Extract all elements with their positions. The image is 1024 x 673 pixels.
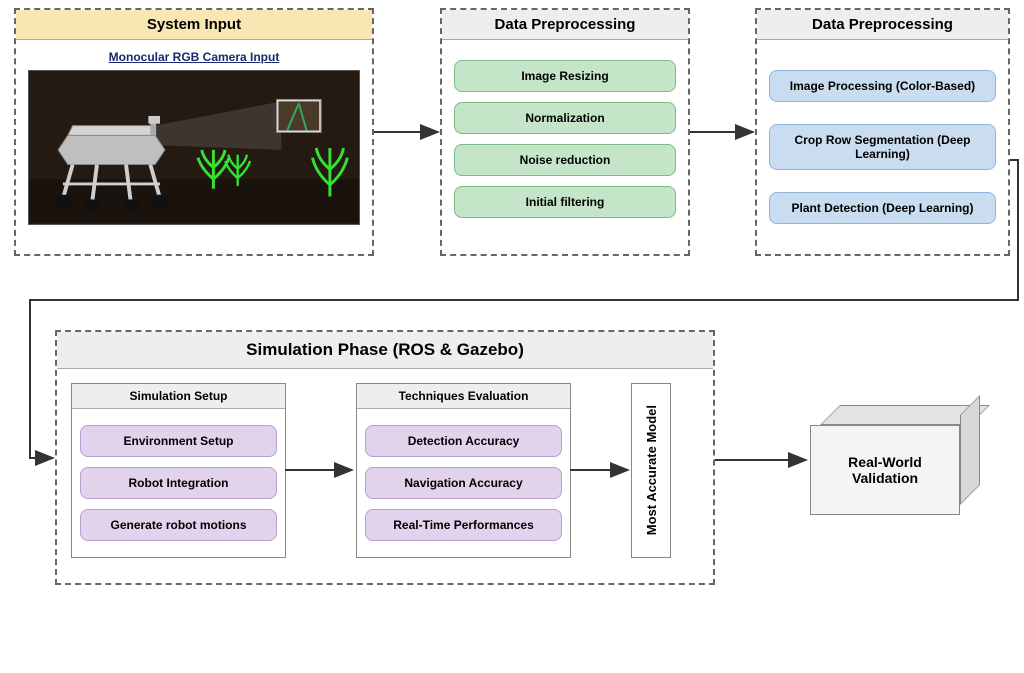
panel-body: Image Resizing Normalization Noise reduc… <box>442 40 688 238</box>
panel-body: Image Processing (Color-Based) Crop Row … <box>757 40 1008 244</box>
pill-item: Detection Accuracy <box>365 425 562 457</box>
pill-item: Initial filtering <box>454 186 676 218</box>
cube-front-face: Real-World Validation <box>810 425 960 515</box>
subpanel-title: Techniques Evaluation <box>357 384 570 409</box>
panel-title: Simulation Phase (ROS & Gazebo) <box>57 332 713 369</box>
panel-body: Simulation Setup Environment Setup Robot… <box>57 369 713 572</box>
panel-system-input: System Input Monocular RGB Camera Input <box>14 8 374 256</box>
cube-validation: Real-World Validation <box>810 405 980 515</box>
panel-title: System Input <box>16 10 372 40</box>
pill-item: Navigation Accuracy <box>365 467 562 499</box>
panel-body: Monocular RGB Camera Input <box>16 40 372 235</box>
pill-item: Noise reduction <box>454 144 676 176</box>
camera-input-image <box>28 70 360 225</box>
pill-item: Normalization <box>454 102 676 134</box>
accurate-label: Most Accurate Model <box>640 399 663 541</box>
pill-item: Robot Integration <box>80 467 277 499</box>
subpanel-eval: Techniques Evaluation Detection Accuracy… <box>356 383 571 558</box>
panel-title: Data Preprocessing <box>442 10 688 40</box>
pill-item: Image Resizing <box>454 60 676 92</box>
pill-item: Real-Time Performances <box>365 509 562 541</box>
pill-item: Generate robot motions <box>80 509 277 541</box>
subpanel-setup: Simulation Setup Environment Setup Robot… <box>71 383 286 558</box>
subpanel-title: Simulation Setup <box>72 384 285 409</box>
input-subtitle: Monocular RGB Camera Input <box>28 50 360 64</box>
pill-item: Environment Setup <box>80 425 277 457</box>
panel-preproc-1: Data Preprocessing Image Resizing Normal… <box>440 8 690 256</box>
subpanel-body: Detection Accuracy Navigation Accuracy R… <box>357 409 570 557</box>
panel-simulation: Simulation Phase (ROS & Gazebo) Simulati… <box>55 330 715 585</box>
cube-side-face <box>960 395 980 505</box>
pill-item: Plant Detection (Deep Learning) <box>769 192 996 224</box>
panel-title: Data Preprocessing <box>757 10 1008 40</box>
panel-preproc-2: Data Preprocessing Image Processing (Col… <box>755 8 1010 256</box>
pill-item: Crop Row Segmentation (Deep Learning) <box>769 124 996 170</box>
pill-item: Image Processing (Color-Based) <box>769 70 996 102</box>
subpanel-body: Environment Setup Robot Integration Gene… <box>72 409 285 557</box>
subpanel-accurate: Most Accurate Model <box>631 383 671 558</box>
